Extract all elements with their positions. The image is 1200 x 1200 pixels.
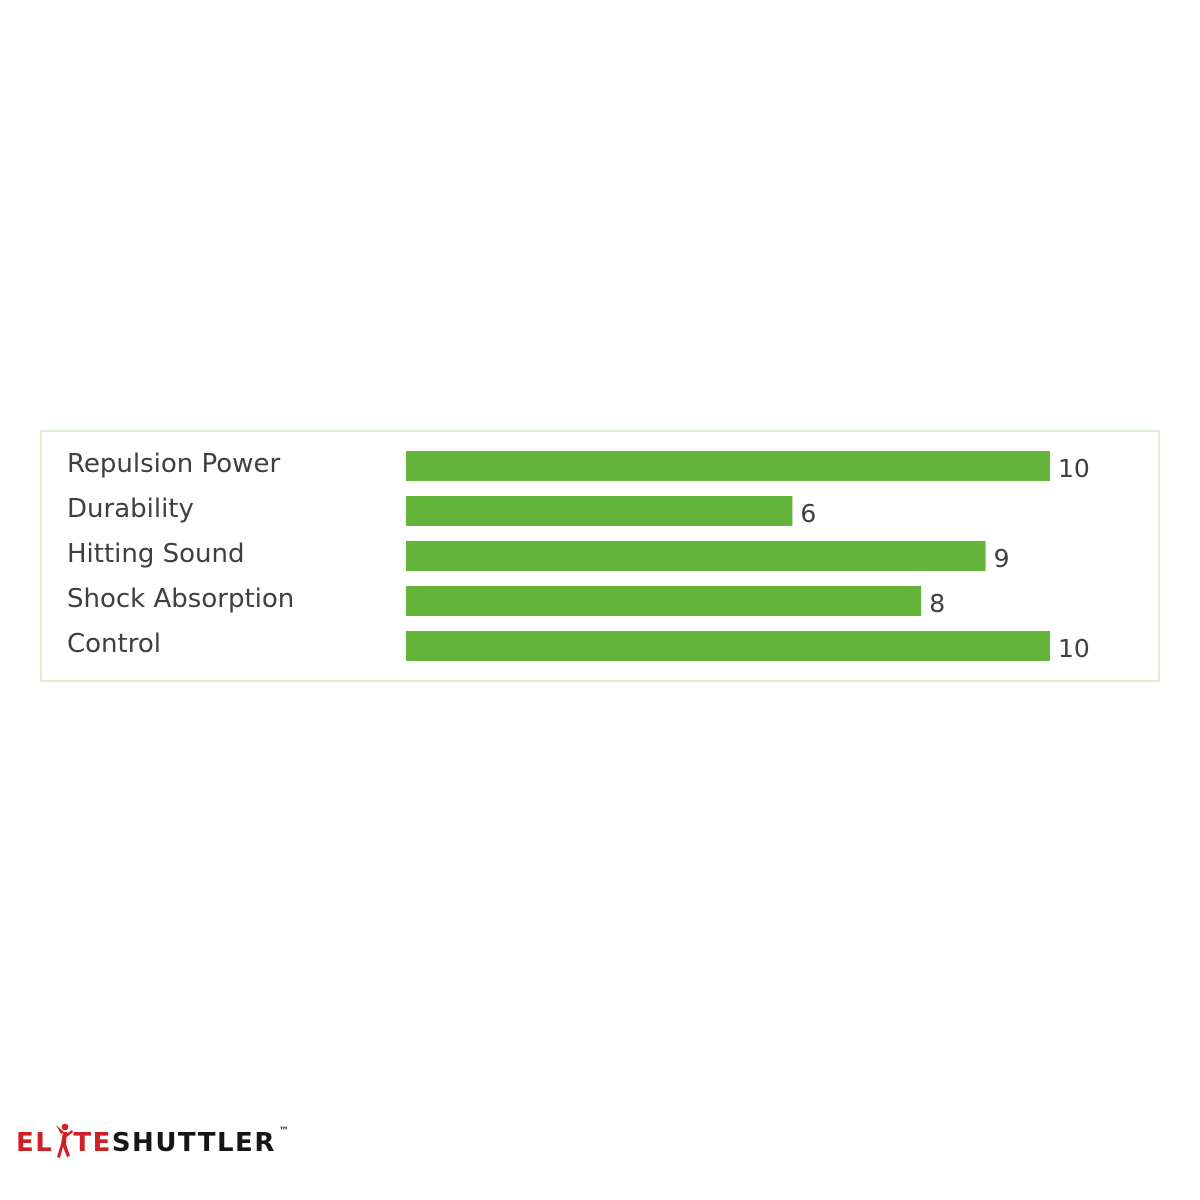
value-label: 8 — [929, 589, 945, 618]
bar — [406, 496, 793, 526]
brand-text-shuttler: SHUTTLER — [111, 1128, 276, 1158]
category-label: Shock Absorption — [67, 584, 294, 614]
bar — [406, 541, 986, 571]
bar — [406, 631, 1050, 661]
brand-text-te: TE — [73, 1128, 112, 1158]
value-label: 10 — [1058, 454, 1090, 483]
brand-logo: EL TE SHUTTLER ™ — [16, 1123, 289, 1162]
value-label: 10 — [1058, 634, 1090, 663]
category-label: Durability — [67, 494, 194, 524]
trademark-symbol: ™ — [278, 1126, 289, 1137]
category-label: Control — [67, 629, 161, 659]
category-label: Repulsion Power — [67, 449, 280, 479]
value-label: 6 — [800, 499, 816, 528]
bar — [406, 586, 922, 616]
category-label: Hitting Sound — [67, 539, 245, 569]
value-label: 9 — [994, 544, 1010, 573]
brand-text-el: EL — [16, 1128, 54, 1158]
badminton-player-icon — [56, 1123, 74, 1158]
bar — [406, 451, 1050, 481]
